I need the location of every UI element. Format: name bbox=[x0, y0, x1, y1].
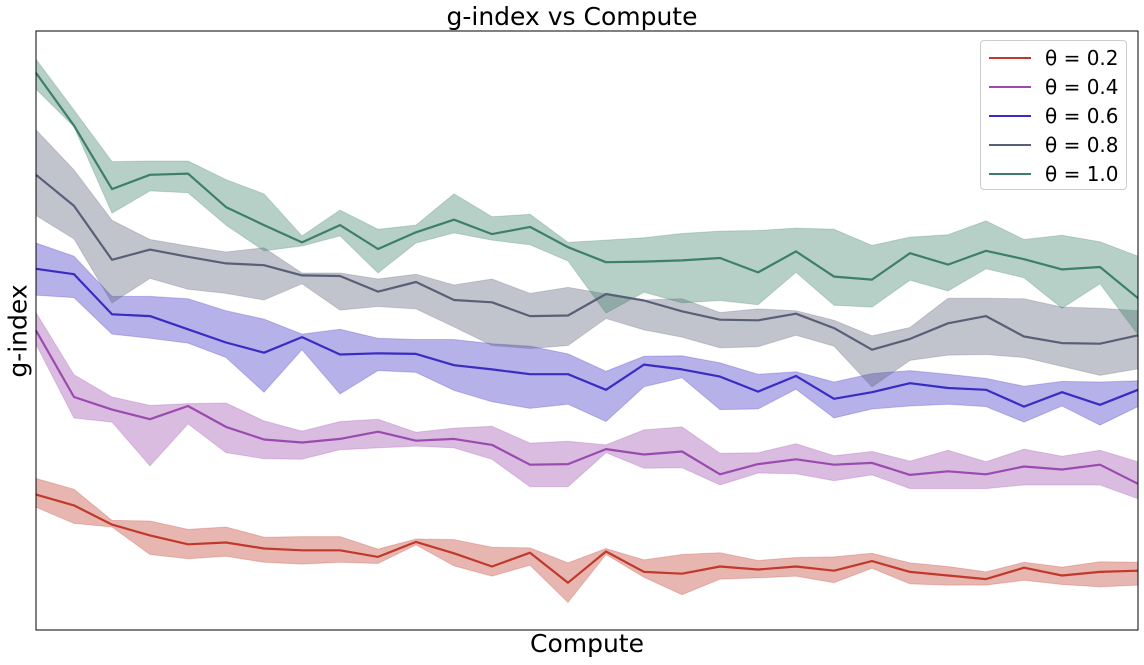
legend-item-theta-0-6: θ = 0.6 bbox=[981, 102, 1126, 131]
confidence-band-series-0 bbox=[35, 477, 1139, 604]
series-line-0 bbox=[35, 493, 1139, 584]
series-line-1 bbox=[35, 329, 1139, 485]
legend-item-theta-0-4: θ = 0.4 bbox=[981, 73, 1126, 102]
legend-label: θ = 1.0 bbox=[1045, 162, 1119, 186]
series-line-2 bbox=[35, 267, 1139, 408]
legend-swatch bbox=[989, 115, 1031, 117]
series-line-3 bbox=[35, 173, 1139, 351]
x-axis-label: Compute bbox=[529, 629, 644, 658]
plot-frame bbox=[35, 30, 1139, 631]
legend-swatch bbox=[989, 86, 1031, 88]
legend-label: θ = 0.8 bbox=[1045, 133, 1119, 157]
legend-swatch bbox=[989, 144, 1031, 146]
series-lines bbox=[35, 72, 1139, 584]
legend-item-theta-0-8: θ = 0.8 bbox=[981, 131, 1126, 160]
series-line-4 bbox=[35, 72, 1139, 300]
legend: θ = 0.2 θ = 0.4 θ = 0.6 θ = 0.8 θ = 1.0 bbox=[980, 40, 1127, 190]
confidence-bands bbox=[35, 57, 1139, 604]
legend-swatch bbox=[989, 173, 1031, 175]
legend-swatch bbox=[989, 57, 1031, 59]
legend-label: θ = 0.4 bbox=[1045, 75, 1119, 99]
legend-item-theta-1-0: θ = 1.0 bbox=[981, 160, 1126, 189]
legend-label: θ = 0.2 bbox=[1045, 46, 1119, 70]
y-axis-label: g-index bbox=[3, 284, 33, 378]
chart-title: g-index vs Compute bbox=[446, 2, 698, 31]
legend-item-theta-0-2: θ = 0.2 bbox=[981, 44, 1126, 73]
legend-label: θ = 0.6 bbox=[1045, 104, 1119, 128]
